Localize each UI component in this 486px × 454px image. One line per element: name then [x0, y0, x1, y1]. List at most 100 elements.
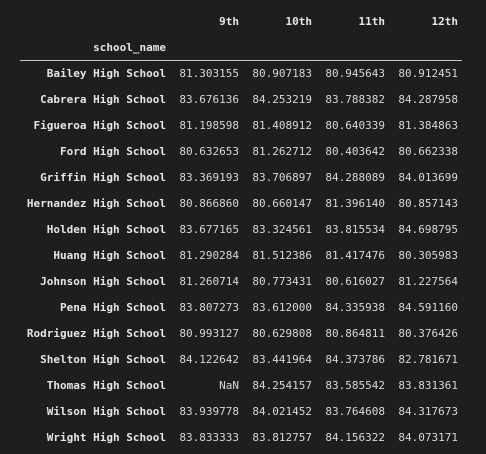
table-cell: 83.612000 [252, 301, 312, 314]
table-cell: 81.227564 [389, 268, 462, 295]
table-cell: 80.866860 [179, 197, 239, 210]
table-cell: 80.662338 [398, 145, 458, 158]
table-row: Thomas High School NaN 84.254157 83.585542 8… [20, 372, 462, 399]
table-cell: 83.677165 [170, 216, 243, 243]
table-cell: 84.073171 [389, 424, 462, 451]
table-row: Griffin High School 83.369193 83.706897 84.… [20, 164, 462, 191]
table-cell: 83.441964 [252, 353, 312, 366]
table-cell: 80.912451 [389, 60, 462, 87]
table-cell: 80.305983 [398, 249, 458, 262]
table-row: Wilson High School 83.939778 84.021452 83.7… [20, 399, 462, 425]
table-cell: 83.807273 [179, 301, 239, 314]
table-cell: 84.122642 [179, 353, 239, 366]
row-index-label: Holden High School [20, 216, 170, 243]
index-name: school_name [20, 34, 170, 61]
table-row: Hernandez High School 80.866860 80.660147 8… [20, 191, 462, 217]
row-index-label: Johnson High School [20, 268, 170, 295]
table-cell: 80.632653 [179, 145, 239, 158]
row-index-label: Wright High School [20, 424, 170, 451]
table-cell: 83.676136 [179, 93, 239, 106]
row-index-label: Shelton High School [40, 353, 166, 366]
table-cell: 83.706897 [243, 164, 316, 191]
table-cell: 84.373786 [325, 353, 385, 366]
table-cell: 80.640339 [316, 112, 389, 139]
column-header-9th: 9th [219, 14, 239, 28]
row-index-label: Ford High School [60, 145, 166, 158]
column-header-11th: 11th [358, 14, 386, 28]
table-cell: 80.907183 [243, 60, 316, 87]
table-row: Pena High School 83.807273 83.612000 84.335… [20, 295, 462, 321]
row-index-label: Bailey High School [20, 60, 170, 87]
table-cell: 83.815534 [316, 216, 389, 243]
row-index-label: Figueroa High School [20, 112, 170, 139]
column-header-row: 9th 10th 11th 12th [20, 8, 462, 34]
column-header-12th: 12th [431, 14, 459, 28]
table-cell: 84.591160 [398, 301, 458, 314]
table-cell: 84.254157 [243, 372, 316, 399]
table-row: Bailey High School 81.303155 80.907183 80.9… [20, 60, 462, 87]
table-row: Shelton High School 84.122642 83.441964 84.… [20, 347, 462, 373]
table-row: Ford High School 80.632653 81.262712 80.403… [20, 139, 462, 165]
table-cell: 83.585542 [316, 372, 389, 399]
row-index-label: Cabrera High School [40, 93, 166, 106]
table-cell: 84.335938 [325, 301, 385, 314]
table-row: Cabrera High School 83.676136 84.253219 83.… [20, 87, 462, 113]
index-name-row: school_name [20, 34, 462, 61]
table-cell: 83.764608 [325, 405, 385, 418]
table-cell: 80.945643 [316, 60, 389, 87]
table-cell: 80.629808 [243, 320, 316, 347]
table-cell: 81.290284 [179, 249, 239, 262]
table-cell: 80.773431 [243, 268, 316, 295]
table-cell: 84.013699 [389, 164, 462, 191]
table-cell: 81.384863 [389, 112, 462, 139]
table-row: Huang High School 81.290284 81.512386 81.41… [20, 243, 462, 269]
table-cell: NaN [170, 372, 243, 399]
table-row: Holden High School 83.677165 83.324561 83.8… [20, 216, 462, 243]
table-cell: 81.512386 [252, 249, 312, 262]
row-index-label: Pena High School [60, 301, 166, 314]
table-cell: 81.260714 [170, 268, 243, 295]
table-cell: 84.287958 [398, 93, 458, 106]
table-cell: 80.857143 [398, 197, 458, 210]
table-cell: 80.993127 [170, 320, 243, 347]
table-cell: 83.812757 [243, 424, 316, 451]
table-cell: 84.021452 [252, 405, 312, 418]
table-cell: 81.396140 [325, 197, 385, 210]
table-cell: 83.939778 [179, 405, 239, 418]
column-header-10th: 10th [285, 14, 313, 28]
table-cell: 80.376426 [389, 320, 462, 347]
table-cell: 81.262712 [252, 145, 312, 158]
table-cell: 81.198598 [170, 112, 243, 139]
table-cell: 80.864811 [316, 320, 389, 347]
table-body: Bailey High School 81.303155 80.907183 80.9… [20, 60, 462, 451]
row-index-label: Rodriguez High School [20, 320, 170, 347]
table-cell: 84.288089 [316, 164, 389, 191]
table-cell: 83.369193 [170, 164, 243, 191]
row-index-label: Wilson High School [46, 405, 166, 418]
table-cell: 84.156322 [316, 424, 389, 451]
table-cell: 84.253219 [252, 93, 312, 106]
table-cell: 82.781671 [398, 353, 458, 366]
table-cell: 83.324561 [243, 216, 316, 243]
row-index-label: Hernandez High School [26, 197, 166, 210]
row-index-label: Huang High School [53, 249, 166, 262]
table-row: Rodriguez High School 80.993127 80.629808 8… [20, 320, 462, 347]
table-cell: 81.303155 [170, 60, 243, 87]
table-cell: 80.403642 [325, 145, 385, 158]
table-cell: 83.788382 [325, 93, 385, 106]
table-cell: 84.698795 [389, 216, 462, 243]
row-index-label: Thomas High School [20, 372, 170, 399]
table-cell: 83.833333 [170, 424, 243, 451]
row-index-label: Griffin High School [20, 164, 170, 191]
corner-cell [20, 8, 170, 34]
table-cell: 80.616027 [316, 268, 389, 295]
table-row: Wright High School 83.833333 83.812757 84.1… [20, 424, 462, 451]
table-cell: 80.660147 [252, 197, 312, 210]
table-row: Johnson High School 81.260714 80.773431 80.… [20, 268, 462, 295]
table-cell: 84.317673 [398, 405, 458, 418]
table-cell: 81.417476 [325, 249, 385, 262]
table-header: 9th 10th 11th 12th school_name [20, 8, 462, 61]
dataframe-table: 9th 10th 11th 12th school_name Bailey Hi… [20, 8, 462, 451]
table-cell: 81.408912 [243, 112, 316, 139]
